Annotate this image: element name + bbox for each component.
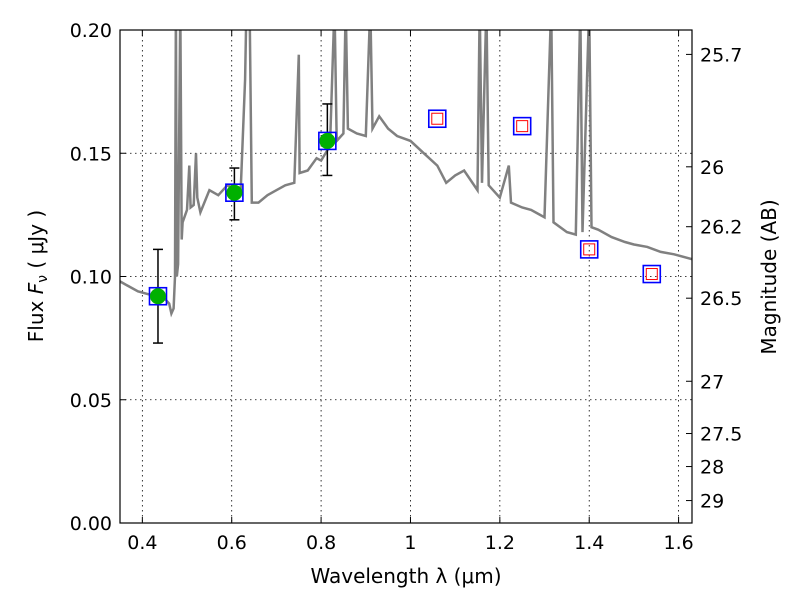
observed-point	[319, 132, 336, 149]
x-tick-label: 0.6	[217, 532, 247, 554]
y-axis-label: Flux Fν ( μJy )	[24, 210, 51, 342]
magnitude-tick-label: 25.7	[700, 44, 742, 66]
x-tick-label: 0.8	[306, 532, 336, 554]
magnitude-tick-label: 26	[700, 157, 724, 179]
x-tick-label: 1.6	[663, 532, 693, 554]
right-y-axis-label: Magnitude (AB)	[757, 199, 781, 354]
sed-model-line	[120, 30, 692, 318]
magnitude-tick-label: 26.2	[700, 217, 742, 239]
y-tick-label: 0.20	[70, 20, 112, 42]
x-tick-label: 1.4	[574, 532, 604, 554]
plot-area	[120, 30, 692, 318]
model-band-square	[148, 286, 168, 306]
x-tick-label: 0.4	[127, 532, 157, 554]
model-band-square	[318, 131, 337, 151]
x-axis-label: Wavelength λ (μm)	[310, 564, 501, 588]
model-band-square	[579, 240, 599, 259]
model-band-square	[642, 264, 662, 284]
y-tick-label: 0.15	[70, 143, 112, 165]
y-tick-label: 0.00	[70, 513, 112, 535]
y-axis-label-subscript: ν	[35, 275, 51, 283]
upper-limit-marker	[583, 243, 596, 256]
ticks: 0.4 0.6 0.8 1 1.2 1.4 1.6 0.00 0.05 0.10 0.15 0.20 2…	[70, 20, 743, 554]
x-tick-label: 1	[404, 532, 416, 554]
magnitude-tick-label: 29	[700, 491, 724, 513]
upper-limit-marker	[431, 112, 444, 125]
observed-point	[149, 288, 166, 305]
magnitude-tick-label: 27.5	[700, 424, 742, 446]
upper-limit-marker	[516, 120, 529, 133]
magnitude-tick-label: 28	[700, 457, 724, 479]
y-axis-label-symbol: F	[24, 282, 48, 294]
magnitude-tick-label: 26.5	[700, 288, 742, 310]
y-tick-label: 0.05	[70, 390, 112, 412]
model-band-square	[512, 116, 532, 136]
model-band-square	[427, 109, 447, 129]
y-tick-label: 0.10	[70, 267, 112, 289]
model-band-square	[225, 183, 244, 202]
markers	[148, 103, 662, 344]
observed-point	[226, 184, 243, 201]
y-axis-label-prefix: Flux	[24, 294, 48, 342]
x-tick-label: 1.2	[485, 532, 515, 554]
y-axis-label-suffix: ( μJy )	[24, 210, 48, 275]
grid	[120, 30, 692, 523]
upper-limit-marker	[645, 268, 658, 281]
magnitude-tick-label: 27	[700, 371, 724, 393]
